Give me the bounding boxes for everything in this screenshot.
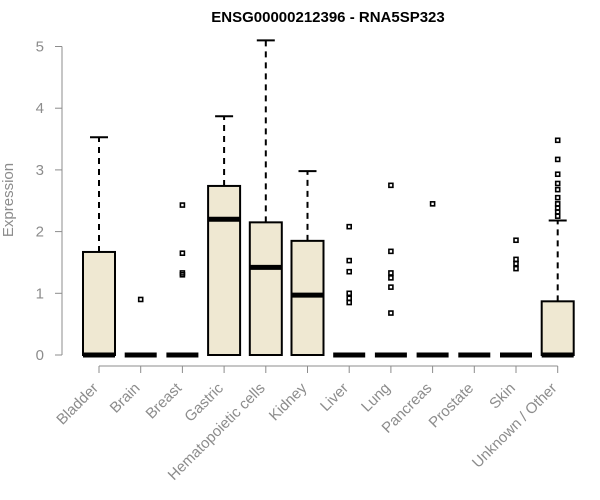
outlier-point	[346, 295, 353, 302]
outlier-point	[137, 296, 144, 303]
x-tick-label: Lung	[358, 380, 394, 416]
outlier-point	[179, 271, 186, 278]
outlier-point	[554, 180, 561, 187]
box-body	[290, 239, 325, 356]
box-gastric	[207, 115, 242, 356]
outlier-point	[554, 209, 561, 215]
box-unknown-other	[540, 137, 575, 358]
outlier-point	[346, 290, 353, 297]
outlier-point	[346, 268, 353, 275]
x-tick-label: Prostate	[426, 380, 478, 432]
box-liver	[333, 223, 366, 358]
outlier-point	[388, 275, 394, 281]
outlier-point	[388, 248, 394, 255]
outlier-point	[554, 194, 561, 201]
outlier-point	[346, 257, 353, 264]
outlier-point	[554, 201, 561, 207]
outlier-point	[554, 156, 561, 163]
box-body	[248, 221, 283, 356]
outlier-point	[554, 186, 561, 193]
box-breast	[166, 202, 199, 358]
box-bladder	[82, 136, 116, 358]
box-lung	[374, 182, 407, 358]
outlier-point	[554, 171, 561, 178]
y-tick-label: 3	[36, 162, 44, 179]
box-pancreas	[416, 201, 449, 358]
plot-area	[82, 39, 575, 358]
outlier-point	[429, 201, 436, 207]
outlier-point	[513, 265, 519, 272]
box-hematopoietic-cells	[248, 39, 283, 356]
y-axis: 0 1 2 3 4 5	[36, 39, 63, 364]
y-tick-label: 1	[36, 285, 44, 302]
y-tick-label: 0	[36, 347, 44, 364]
x-tick-label: Breast	[143, 379, 186, 422]
y-axis-label: Expression	[0, 163, 17, 237]
y-tick-label: 5	[36, 39, 44, 56]
outlier-point	[179, 250, 186, 256]
outlier-point	[388, 182, 394, 189]
outlier-point	[513, 256, 519, 263]
outlier-point	[346, 223, 353, 230]
outlier-point	[554, 213, 561, 219]
x-tick-label: Bladder	[53, 380, 102, 429]
y-tick-label: 2	[36, 224, 44, 241]
box-kidney	[290, 170, 325, 356]
outlier-point	[388, 284, 394, 290]
y-tick-label: 4	[36, 100, 44, 117]
x-tick-label: Brain	[107, 380, 144, 417]
box-body	[82, 250, 116, 356]
chart-title: ENSG00000212396 - RNA5SP323	[211, 9, 444, 26]
outlier-point	[513, 260, 519, 267]
x-tick-label: Liver	[317, 380, 352, 415]
box-body	[207, 184, 242, 356]
box-brain	[124, 296, 157, 358]
outlier-point	[388, 310, 394, 316]
box-body	[540, 300, 575, 357]
outlier-point	[179, 202, 186, 208]
outlier-point	[513, 237, 519, 244]
outlier-point	[388, 270, 394, 276]
outlier-point	[346, 299, 353, 306]
outlier-point	[554, 137, 561, 144]
x-tick-label: Skin	[486, 380, 519, 413]
box-skin	[500, 237, 532, 358]
x-tick-label: Kidney	[266, 379, 311, 424]
